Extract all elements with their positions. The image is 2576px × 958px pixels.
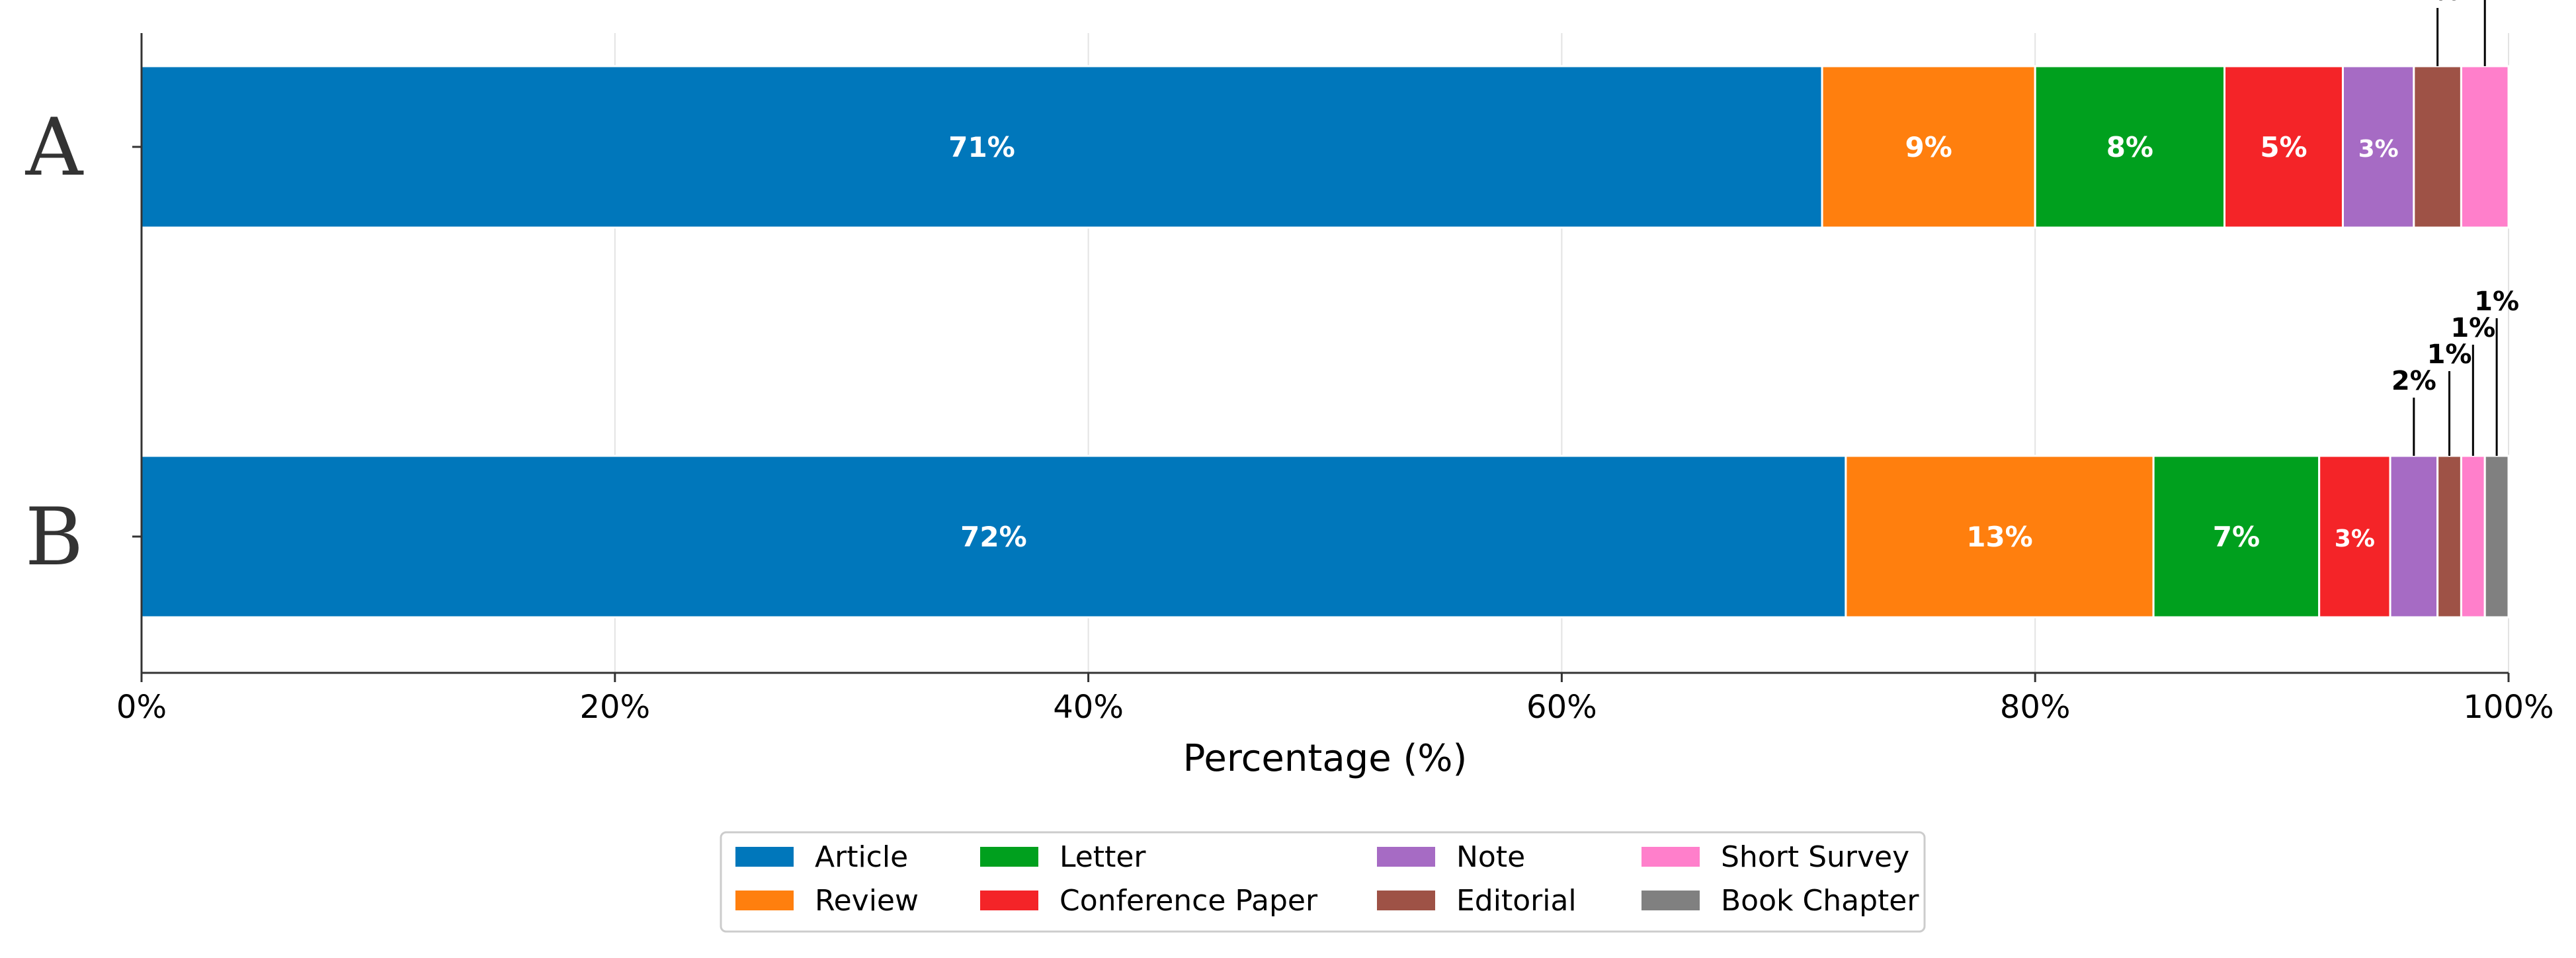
bar-segment	[2413, 65, 2462, 229]
bar-value-label: 5%	[2260, 131, 2307, 163]
bar-value-label: 71%	[948, 131, 1015, 163]
bar-value-label: 1%	[2474, 286, 2519, 317]
bar-segment	[2460, 455, 2486, 619]
x-tick-label: 40%	[1053, 689, 1124, 726]
row-labels: AB	[25, 102, 84, 584]
bar-segment	[1845, 455, 2155, 619]
bar-segment	[140, 455, 1847, 619]
legend-swatch	[1377, 891, 1435, 910]
bar-segment	[1821, 65, 2036, 229]
x-tick-label: 60%	[1526, 689, 1597, 726]
legend-swatch	[735, 847, 794, 867]
bar-value-label: 1%	[2427, 339, 2472, 370]
bar-value-label: 72%	[960, 521, 1027, 553]
bar-segment	[2460, 65, 2510, 229]
bar-segment	[2318, 455, 2391, 619]
legend: Article Review Letter Conference Paper Note E…	[720, 831, 1926, 933]
legend-label: Letter	[1059, 840, 1146, 874]
bar-segment	[2483, 455, 2510, 619]
bar-segment	[2436, 455, 2462, 619]
legend-label: Conference Paper	[1059, 884, 1318, 918]
bar-segment	[2034, 65, 2226, 229]
bar-value-label: 3%	[2335, 525, 2375, 552]
x-tick-label: 100%	[2463, 689, 2554, 726]
legend-swatch	[1377, 847, 1435, 867]
category-label: B	[25, 492, 83, 584]
bars	[140, 65, 2510, 619]
bar-value-label: 2%	[2391, 366, 2436, 396]
legend-swatch	[735, 891, 794, 910]
bar-segment	[2341, 65, 2415, 229]
legend-swatch	[1641, 847, 1700, 867]
legend-swatch	[980, 891, 1038, 910]
bar-value-label: 8%	[2106, 131, 2153, 163]
bar-segment	[2389, 455, 2439, 619]
legend-label: Note	[1456, 840, 1525, 874]
bar-segment	[2223, 65, 2344, 229]
legend-label: Short Survey	[1721, 840, 1909, 874]
bar-segment	[140, 65, 1823, 229]
legend-label: Review	[815, 884, 919, 918]
x-tick-label: 0%	[116, 689, 167, 726]
legend-swatch	[980, 847, 1038, 867]
x-tick-label: 20%	[579, 689, 650, 726]
legend-label: Book Chapter	[1721, 884, 1919, 918]
x-axis-title: Percentage (%)	[1183, 737, 1468, 780]
bar-value-label: 7%	[2213, 521, 2260, 553]
legend-label: Editorial	[1456, 884, 1577, 918]
axes	[132, 33, 2509, 674]
bar-value-label: 1%	[2450, 313, 2495, 343]
x-tick-label: 80%	[2000, 689, 2071, 726]
legend-label: Article	[815, 840, 908, 874]
legend-swatch	[1641, 891, 1700, 910]
category-label: A	[25, 102, 84, 194]
x-ticks: 0% 20% 40% 60% 80% 100%	[116, 673, 2554, 726]
bar-value-label: 9%	[1905, 131, 1952, 163]
bar-value-label: 2%	[2415, 0, 2460, 7]
bar-value-label: 13%	[1966, 521, 2033, 553]
bar-value-label: 3%	[2358, 136, 2399, 163]
bar-labels: 71%9%8%5%3%2%2%72%13%7%3%2%1%1%1%	[948, 0, 2519, 553]
